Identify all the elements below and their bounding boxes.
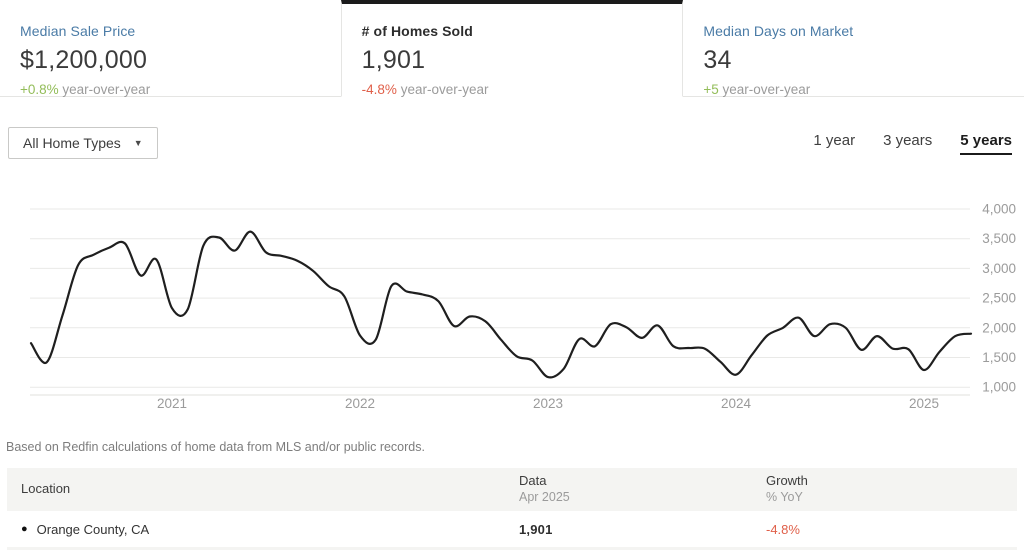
time-range-group: 1 year 3 years 5 years bbox=[813, 132, 1016, 155]
x-tick-label: 2021 bbox=[157, 396, 187, 411]
chart-controls: All Home Types ▼ 1 year 3 years 5 years bbox=[8, 127, 1016, 159]
range-3-years[interactable]: 3 years bbox=[883, 131, 933, 149]
x-tick-label: 2022 bbox=[345, 396, 375, 411]
range-1-year[interactable]: 1 year bbox=[813, 131, 856, 149]
tab-value: 1,901 bbox=[361, 46, 426, 74]
tab-yoy: +0.8% year-over-year bbox=[20, 82, 321, 97]
tab-yoy: +5 year-over-year bbox=[703, 82, 1004, 97]
y-tick-label: 3,000 bbox=[982, 261, 1016, 276]
x-tick-label: 2024 bbox=[721, 396, 752, 411]
growth-cell: -4.8% bbox=[766, 521, 800, 537]
series-dot-icon: ● bbox=[21, 522, 28, 535]
tab-title: Median Days on Market bbox=[703, 23, 854, 39]
y-tick-label: 2,500 bbox=[982, 291, 1016, 306]
chart-canvas: 4,000 3,500 3,000 2,500 2,000 1,500 1,000 2021 2… bbox=[29, 202, 1016, 411]
column-header-sublabel: Apr 2025 bbox=[519, 490, 570, 504]
yoy-delta: +0.8% bbox=[20, 82, 59, 97]
column-header-data: Data Apr 2025 bbox=[505, 473, 752, 504]
column-header-label: Data bbox=[519, 473, 547, 488]
tab-title: Median Sale Price bbox=[20, 23, 136, 39]
location-cell: ● Orange County, CA bbox=[7, 522, 505, 537]
x-tick-label: 2023 bbox=[533, 396, 563, 411]
y-tick-label: 1,500 bbox=[982, 350, 1016, 365]
home-type-dropdown[interactable]: All Home Types ▼ bbox=[8, 127, 158, 159]
data-source-disclaimer: Based on Redfin calculations of home dat… bbox=[6, 440, 425, 454]
yoy-suffix: year-over-year bbox=[396, 82, 489, 97]
data-cell: 1,901 bbox=[519, 521, 553, 537]
x-tick-label: 2025 bbox=[909, 396, 939, 411]
tab-title: # of Homes Sold bbox=[361, 23, 473, 39]
tab-yoy: -4.8% year-over-year bbox=[362, 82, 663, 97]
y-tick-label: 2,000 bbox=[982, 320, 1016, 335]
y-tick-label: 4,000 bbox=[982, 202, 1016, 217]
yoy-delta: +5 bbox=[703, 82, 719, 97]
home-type-dropdown-label: All Home Types bbox=[23, 135, 121, 151]
chevron-down-icon: ▼ bbox=[133, 137, 143, 148]
tab-median-sale-price[interactable]: Median Sale Price $1,200,000 +0.8% year-… bbox=[0, 0, 341, 97]
column-header-location: Location bbox=[7, 473, 505, 504]
column-header-growth: Growth % YoY bbox=[752, 473, 1017, 504]
summary-table: Location Data Apr 2025 Growth % YoY ● Or… bbox=[7, 468, 1017, 550]
yoy-suffix: year-over-year bbox=[58, 82, 151, 97]
range-5-years[interactable]: 5 years bbox=[960, 132, 1012, 155]
column-header-label: Growth bbox=[766, 473, 808, 488]
tab-value: 34 bbox=[703, 46, 732, 74]
y-tick-label: 1,000 bbox=[982, 380, 1016, 395]
yoy-delta: -4.8% bbox=[361, 82, 397, 97]
table-header-row: Location Data Apr 2025 Growth % YoY bbox=[7, 468, 1017, 511]
trend-line bbox=[29, 230, 973, 379]
table-row[interactable]: ● Orange County, CA 1,901 -4.8% bbox=[7, 511, 1017, 547]
yoy-suffix: year-over-year bbox=[718, 82, 811, 97]
tab-median-days-on-market[interactable]: Median Days on Market 34 +5 year-over-ye… bbox=[683, 0, 1024, 97]
y-tick-label: 3,500 bbox=[982, 231, 1016, 246]
metric-tabs: Median Sale Price $1,200,000 +0.8% year-… bbox=[0, 0, 1024, 97]
tab-homes-sold[interactable]: # of Homes Sold 1,901 -4.8% year-over-ye… bbox=[340, 0, 684, 97]
column-header-sublabel: % YoY bbox=[766, 490, 803, 504]
location-label: Orange County, CA bbox=[36, 521, 150, 537]
column-header-label: Location bbox=[21, 481, 71, 496]
homes-sold-line-chart: 4,000 3,500 3,000 2,500 2,000 1,500 1,000 2021 2… bbox=[0, 187, 1024, 417]
tab-value: $1,200,000 bbox=[20, 46, 148, 74]
